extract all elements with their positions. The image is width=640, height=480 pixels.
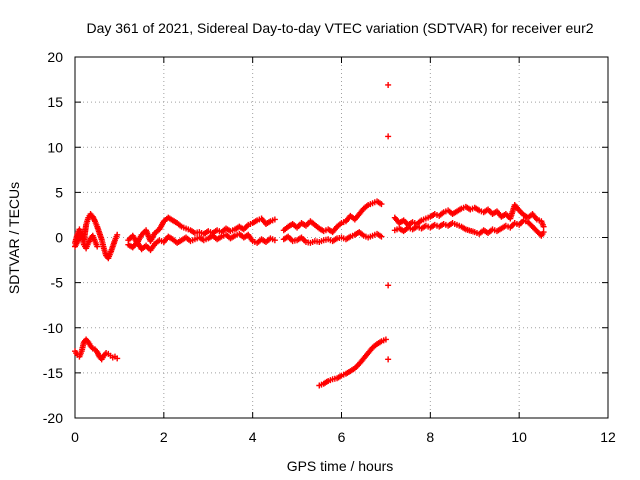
x-tick-label: 12 <box>600 429 616 445</box>
y-tick-label: -10 <box>43 320 63 336</box>
x-tick-label: 6 <box>338 429 346 445</box>
grid-lines <box>75 57 608 418</box>
y-tick-label: 10 <box>47 139 63 155</box>
data-point <box>385 133 392 140</box>
data-point <box>385 356 392 363</box>
data-point <box>94 243 101 250</box>
data-point <box>271 216 278 223</box>
data-point <box>114 231 121 238</box>
x-tick-label: 8 <box>426 429 434 445</box>
y-tick-label: 5 <box>55 184 63 200</box>
axis-ticks: 0 2 4 6 8 10 12 -20 -15 -10 -5 0 5 10 15 20 <box>43 49 616 445</box>
y-axis-label: SDTVAR / TECUs <box>6 182 22 294</box>
data-point <box>385 282 392 289</box>
data-point <box>540 229 547 236</box>
x-tick-label: 2 <box>160 429 168 445</box>
y-tick-label: 0 <box>55 230 63 246</box>
data-point <box>385 81 392 88</box>
data-point <box>271 237 278 244</box>
y-tick-label: -15 <box>43 365 63 381</box>
y-tick-label: 15 <box>47 94 63 110</box>
chart-title: Day 361 of 2021, Sidereal Day-to-day VTE… <box>86 20 593 36</box>
data-marks <box>72 81 547 389</box>
y-tick-label: 20 <box>47 49 63 65</box>
y-tick-label: -5 <box>51 275 64 291</box>
y-tick-label: -20 <box>43 410 63 426</box>
data-point <box>114 355 121 362</box>
data-point <box>540 223 547 230</box>
data-point <box>378 201 385 208</box>
x-axis-label: GPS time / hours <box>287 458 394 474</box>
x-tick-label: 10 <box>511 429 527 445</box>
x-tick-label: 4 <box>249 429 257 445</box>
x-tick-label: 0 <box>71 429 79 445</box>
data-point <box>378 233 385 240</box>
data-point <box>382 336 389 343</box>
